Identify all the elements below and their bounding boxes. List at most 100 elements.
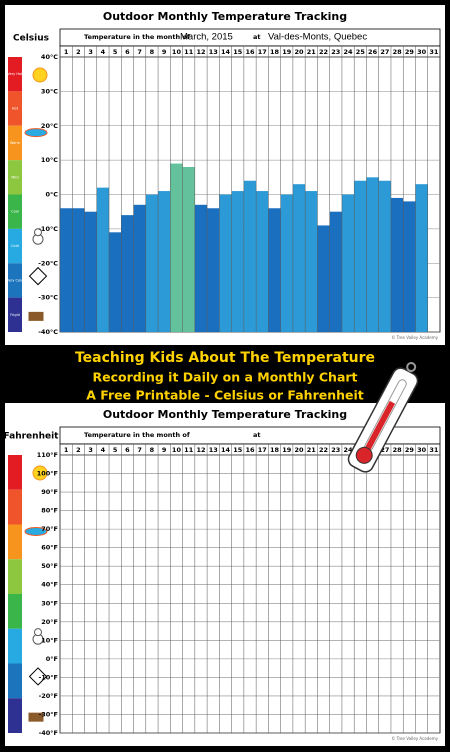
x-tick-label: 11 [184,48,194,56]
snowman-icon [34,628,42,637]
y-tick-label: 10°C [41,156,58,164]
bar [84,211,97,332]
scale-label: Fahrenheit [4,432,60,442]
x-tick-label: 14 [221,48,231,56]
x-tick-label: 26 [368,48,378,56]
x-tick-label: 5 [113,48,118,56]
x-tick-label: 12 [196,446,205,454]
scale-band [8,91,22,126]
x-tick-label: 10 [172,446,182,454]
scale-band [8,594,22,629]
pool-icon [24,128,48,138]
thermometer-bulb [355,446,373,464]
snowman-icon [34,228,42,237]
scale-band [8,125,22,161]
x-tick-label: 23 [331,48,340,56]
bar [243,180,257,332]
month-label: Temperature in the month of [84,33,190,41]
x-tick-label: 17 [258,48,267,56]
sign-icon [28,266,48,286]
y-tick-label: -20°C [38,259,58,267]
scale-band [8,628,22,664]
x-tick-label: 24 [344,446,354,454]
scale-band-label: Cold [11,244,19,248]
scale-label: Celsius [13,34,49,44]
bar [207,208,220,332]
bar [366,177,379,332]
bar [72,208,85,332]
bar [415,184,428,332]
bar [354,180,367,332]
x-tick-label: 17 [258,446,267,454]
x-tick-label: 8 [150,446,155,454]
bar [121,215,134,332]
at-label: at [253,431,261,439]
credit: © Tree Valley Academy [391,335,438,340]
scale-band [8,559,22,594]
x-tick-label: 13 [209,446,218,454]
scale-band-label: Frigid [10,313,20,317]
chart-title: Outdoor Monthly Temperature Tracking [103,408,347,421]
bar [403,201,416,332]
x-tick-label: 21 [307,48,317,56]
x-tick-label: 6 [125,48,130,56]
x-tick-label: 22 [319,446,328,454]
scale-band [8,489,22,525]
x-tick-label: 27 [380,48,389,56]
banner-line: Teaching Kids About The Temperature [75,350,375,366]
y-tick-label: 0°F [46,655,58,663]
x-tick-label: 6 [125,446,130,454]
scale-band [8,524,22,560]
y-tick-label: -40°C [38,328,58,336]
scale-band-label: Warm [10,141,21,145]
bar [145,194,159,332]
month-label: Temperature in the month of [84,431,190,439]
scale-band [8,455,22,490]
sign-icon [28,667,48,686]
bar [292,184,306,332]
x-tick-label: 1 [64,48,69,56]
bar [256,191,269,332]
x-tick-label: 28 [393,48,403,56]
bar [158,191,171,332]
scale-band [8,194,22,229]
y-tick-label: 100°F [37,470,58,478]
x-tick-label: 8 [150,48,155,56]
x-tick-label: 22 [319,48,328,56]
x-tick-label: 16 [245,48,255,56]
bar [182,167,195,332]
x-tick-label: 31 [429,446,439,454]
bar [219,194,232,332]
y-tick-label: 50°F [41,562,58,570]
x-tick-label: 5 [113,446,118,454]
x-tick-label: 4 [101,446,106,454]
chart-title: Outdoor Monthly Temperature Tracking [103,10,347,23]
x-tick-label: 13 [209,48,218,56]
x-tick-label: 15 [233,446,243,454]
house-icon [27,711,45,723]
y-tick-label: 40°F [41,581,58,589]
x-tick-label: 30 [417,446,427,454]
y-tick-label: -40°F [39,729,58,737]
bar [133,204,146,332]
bar [317,225,330,332]
y-tick-label: 30°F [41,599,58,607]
x-tick-label: 15 [233,48,243,56]
thermometer-icon [347,362,419,473]
thermometer-mercury [362,400,396,455]
plot-area [59,454,441,734]
x-tick-label: 1 [64,446,69,454]
banner-line: A Free Printable - Celsius or Fahrenheit [86,388,364,403]
x-tick-label: 3 [88,446,93,454]
x-tick-label: 23 [331,446,340,454]
bar [329,211,342,332]
bar [60,208,73,332]
x-tick-label: 25 [356,48,366,56]
y-tick-label: 0°C [45,191,58,199]
x-tick-label: 4 [101,48,106,56]
sun-icon [32,465,48,481]
x-tick-label: 20 [295,48,305,56]
x-tick-label: 3 [88,48,93,56]
x-tick-label: 28 [393,446,403,454]
thermometer-ring [406,362,417,373]
